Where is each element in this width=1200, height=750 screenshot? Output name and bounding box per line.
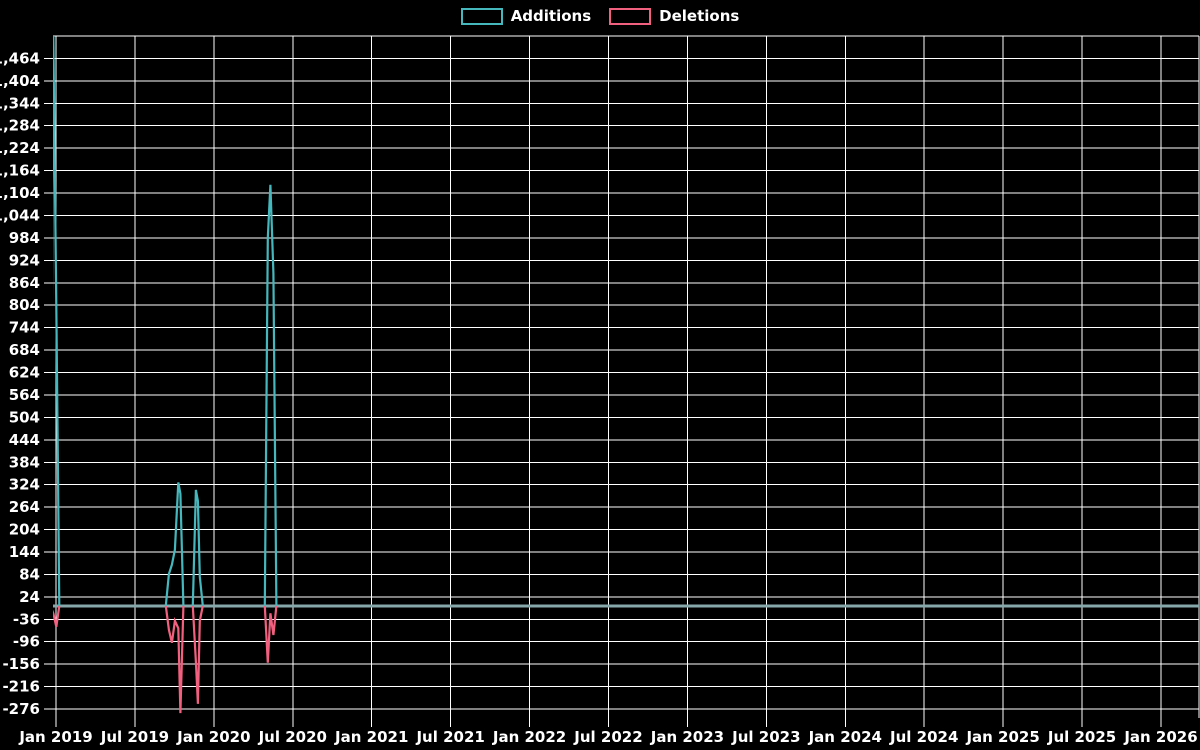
svg-text:84: 84 bbox=[19, 565, 40, 583]
legend-label-additions: Additions bbox=[510, 7, 592, 25]
legend-label-deletions: Deletions bbox=[659, 7, 740, 25]
svg-text:564: 564 bbox=[9, 386, 40, 404]
svg-text:-156: -156 bbox=[2, 655, 40, 673]
svg-text:Jul 2022: Jul 2022 bbox=[573, 728, 642, 746]
svg-text:1,284: 1,284 bbox=[0, 117, 40, 135]
svg-text:24: 24 bbox=[19, 588, 40, 606]
additions-line bbox=[53, 36, 278, 606]
svg-text:Jul 2020: Jul 2020 bbox=[258, 728, 327, 746]
svg-text:144: 144 bbox=[9, 543, 40, 561]
svg-text:1,164: 1,164 bbox=[0, 162, 40, 180]
svg-text:444: 444 bbox=[9, 431, 40, 449]
x-axis-labels: Jan 2019 Jul 2019 Jan 2020 Jul 2020 Jan 2021… bbox=[18, 728, 1197, 746]
chart-legend: Additions Deletions bbox=[0, 8, 1200, 25]
legend-item-deletions[interactable]: Deletions bbox=[609, 8, 739, 25]
svg-text:Jan 2026: Jan 2026 bbox=[1123, 728, 1197, 746]
deletions-line bbox=[53, 605, 278, 714]
svg-text:384: 384 bbox=[9, 453, 40, 471]
svg-text:744: 744 bbox=[9, 319, 40, 337]
svg-text:864: 864 bbox=[9, 274, 40, 292]
svg-text:Jan 2021: Jan 2021 bbox=[334, 728, 408, 746]
svg-text:-216: -216 bbox=[2, 678, 40, 696]
svg-text:-276: -276 bbox=[2, 700, 40, 718]
svg-text:264: 264 bbox=[9, 498, 40, 516]
svg-text:Jul 2023: Jul 2023 bbox=[731, 728, 800, 746]
y-axis-labels: 1,464 1,404 1,344 1,284 1,224 1,164 1,104 1,044… bbox=[0, 49, 40, 718]
svg-text:984: 984 bbox=[9, 229, 40, 247]
svg-text:Jan 2022: Jan 2022 bbox=[492, 728, 566, 746]
svg-text:504: 504 bbox=[9, 408, 40, 426]
svg-text:Jul 2025: Jul 2025 bbox=[1047, 728, 1116, 746]
svg-text:Jan 2024: Jan 2024 bbox=[808, 728, 882, 746]
svg-text:1,344: 1,344 bbox=[0, 94, 40, 112]
svg-text:204: 204 bbox=[9, 521, 40, 539]
svg-text:1,104: 1,104 bbox=[0, 184, 40, 202]
svg-text:Jan 2025: Jan 2025 bbox=[965, 728, 1039, 746]
svg-text:624: 624 bbox=[9, 364, 40, 382]
svg-text:Jan 2019: Jan 2019 bbox=[18, 728, 92, 746]
additions-swatch-icon bbox=[460, 8, 503, 25]
svg-text:Jul 2021: Jul 2021 bbox=[415, 728, 484, 746]
svg-text:Jan 2023: Jan 2023 bbox=[650, 728, 724, 746]
svg-text:1,464: 1,464 bbox=[0, 49, 40, 67]
svg-text:324: 324 bbox=[9, 476, 40, 494]
svg-text:804: 804 bbox=[9, 296, 40, 314]
deletions-swatch-icon bbox=[609, 8, 652, 25]
svg-text:924: 924 bbox=[9, 251, 40, 269]
svg-text:1,224: 1,224 bbox=[0, 139, 40, 157]
svg-text:684: 684 bbox=[9, 341, 40, 359]
svg-text:1,044: 1,044 bbox=[0, 206, 40, 224]
svg-text:Jul 2019: Jul 2019 bbox=[100, 728, 169, 746]
legend-item-additions[interactable]: Additions bbox=[460, 7, 592, 25]
svg-text:Jan 2020: Jan 2020 bbox=[176, 728, 250, 746]
gridlines bbox=[44, 35, 1200, 727]
svg-text:-36: -36 bbox=[13, 610, 40, 628]
svg-text:-96: -96 bbox=[13, 633, 40, 651]
svg-text:Jul 2024: Jul 2024 bbox=[889, 728, 958, 746]
svg-text:1,404: 1,404 bbox=[0, 72, 40, 90]
